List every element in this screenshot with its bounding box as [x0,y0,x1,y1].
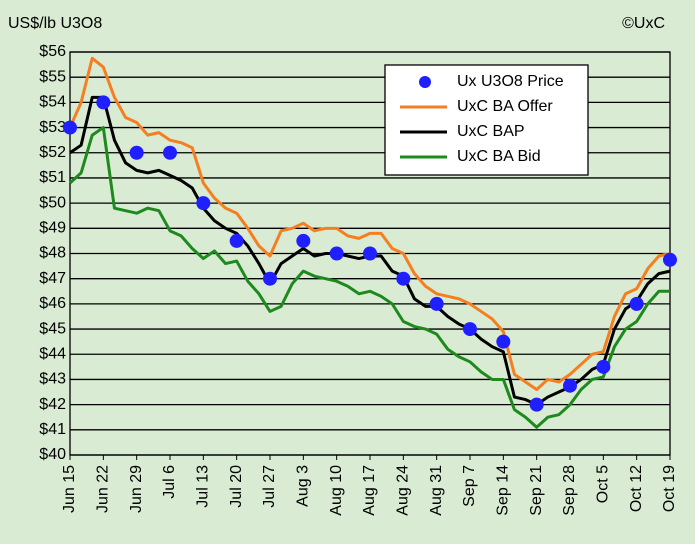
x-tick-label: Sep 28 [561,465,578,516]
x-tick-label: Aug 31 [428,465,445,516]
x-tick-label: Sep 21 [528,465,545,516]
y-tick-label: $44 [39,345,66,362]
y-tick-label: $50 [39,194,66,211]
line [68,126,670,429]
marker [96,95,111,110]
marker [563,378,577,393]
x-tick-label: Jul 27 [261,465,278,508]
marker [663,252,677,267]
x-tick-label: Jun 29 [128,465,145,513]
marker [429,296,444,311]
y-tick-label: $52 [39,144,66,161]
y-axis-label: US$/lb U3O8 [8,15,102,32]
x-tick-label: Oct 12 [628,465,645,512]
x-tick-label: Aug 3 [295,465,312,507]
x-tick-label: Aug 10 [328,465,345,516]
x-tick-label: Jul 6 [161,465,178,499]
marker [129,145,144,160]
marker [596,359,611,374]
y-tick-label: $54 [39,94,66,111]
x-tick-label: Jul 13 [195,465,212,508]
marker [496,334,511,349]
marker [629,296,644,311]
marker [163,145,177,160]
x-tick-label: Oct 19 [661,465,678,512]
y-tick-label: $45 [39,320,66,337]
x-tick-label: Jun 15 [61,465,78,513]
legend-label: Ux U3O8 Price [457,73,564,90]
marker [63,120,77,135]
y-tick-label: $41 [39,421,66,438]
legend-marker [419,76,431,88]
marker [529,397,544,412]
x-tick-label: Sep 14 [495,465,512,516]
marker [396,271,411,286]
y-tick-label: $56 [39,43,66,60]
y-tick-label: $51 [39,169,66,186]
y-tick-label: $42 [39,396,66,413]
x-tick-label: Aug 24 [395,465,412,516]
x-tick-label: Jun 22 [95,465,112,513]
legend-label: UxC BA Offer [457,98,553,115]
marker [363,246,377,261]
y-tick-label: $40 [39,446,66,463]
x-tick-label: Jul 20 [228,465,245,508]
y-tick-label: $43 [39,371,66,388]
marker [229,233,244,248]
y-tick-label: $46 [39,295,66,312]
y-tick-label: $47 [39,270,66,287]
legend-label: UxC BA Bid [457,148,541,165]
x-tick-label: Oct 5 [595,465,612,503]
y-tick-label: $49 [39,220,66,237]
marker [196,196,211,211]
y-tick-label: $48 [39,245,66,262]
marker [463,322,477,337]
y-tick-label: $55 [39,68,66,85]
marker [263,271,277,286]
x-tick-label: Aug 17 [361,465,378,516]
line [68,56,671,392]
y-tick-label: $53 [39,119,66,136]
marker [329,246,344,261]
x-tick-label: Sep 7 [461,465,478,507]
legend-label: UxC BAP [457,123,525,140]
marker [296,233,311,248]
credit: ©UxC [622,15,665,32]
